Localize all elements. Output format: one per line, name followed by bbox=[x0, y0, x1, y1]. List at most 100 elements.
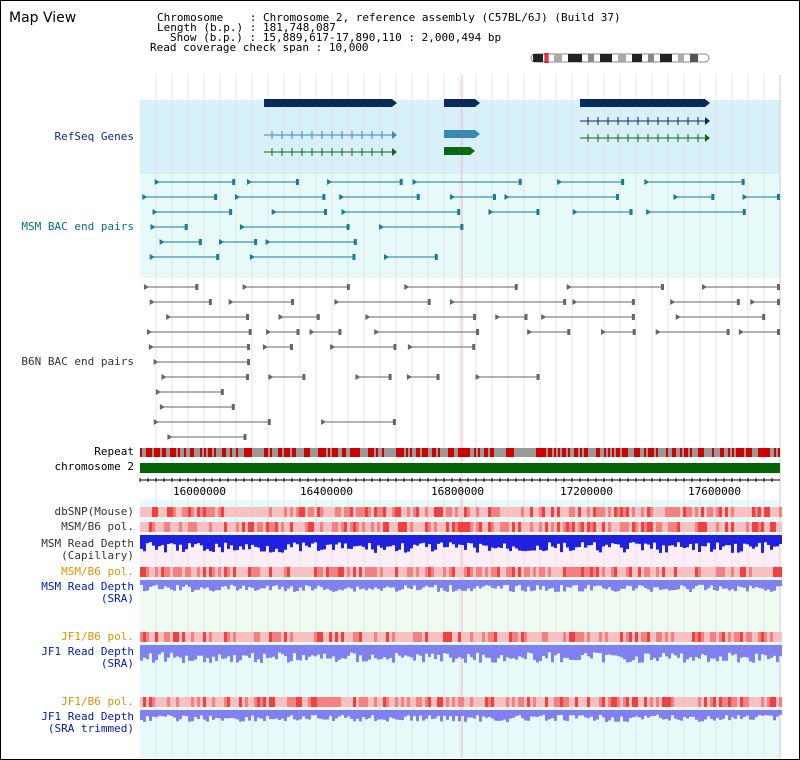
polymorphism-bin bbox=[476, 522, 479, 532]
polymorphism-bin bbox=[320, 632, 323, 642]
read-depth-bar bbox=[266, 645, 269, 659]
repeat-segment bbox=[616, 448, 618, 457]
jf1-b6-pol-label[interactable]: JF1/B6 pol. bbox=[61, 630, 134, 643]
msm-b6-pol-2-label[interactable]: MSM/B6 pol. bbox=[61, 565, 134, 578]
read-depth-bar bbox=[764, 710, 767, 716]
repeat-segment bbox=[704, 448, 706, 457]
bac-end bbox=[249, 254, 255, 260]
coverage-value: : 10,000 bbox=[315, 41, 369, 54]
b6n-bac-label[interactable]: B6N BAC end pairs bbox=[21, 355, 134, 368]
read-depth-bar bbox=[455, 535, 458, 548]
jf1-depth-trim-line1: JF1 Read Depth bbox=[41, 710, 134, 723]
refseq-gene bbox=[444, 99, 475, 107]
read-depth-bar bbox=[488, 535, 491, 551]
polymorphism-bin bbox=[497, 567, 500, 577]
read-depth-bar bbox=[527, 535, 530, 551]
read-depth-bar bbox=[416, 645, 419, 655]
msm-read-depth-capillary-label[interactable]: MSM Read Depth (Capillary) bbox=[0, 538, 134, 562]
msm-read-depth-sra-label[interactable]: MSM Read Depth (SRA) bbox=[0, 581, 134, 605]
read-depth-bar bbox=[641, 710, 644, 720]
read-depth-bar bbox=[281, 710, 284, 719]
jf1-read-depth-sra-label[interactable]: JF1 Read Depth (SRA) bbox=[0, 646, 134, 670]
read-depth-bar bbox=[314, 645, 317, 657]
polymorphism-bin bbox=[551, 507, 554, 517]
bac-end bbox=[702, 284, 708, 290]
read-depth-bar bbox=[194, 710, 197, 717]
read-depth-bar bbox=[596, 710, 599, 720]
chromosome-ideogram[interactable] bbox=[530, 53, 710, 63]
read-depth-bar bbox=[542, 535, 545, 552]
polymorphism-bin bbox=[191, 567, 194, 577]
polymorphism-bin bbox=[719, 522, 722, 532]
msm-bac-label[interactable]: MSM BAC end pairs bbox=[21, 220, 134, 233]
polymorphism-bin bbox=[167, 522, 170, 532]
read-depth-bar bbox=[704, 645, 707, 656]
read-depth-bar bbox=[722, 580, 725, 589]
polymorphism-bin bbox=[674, 507, 677, 517]
read-depth-bar bbox=[488, 710, 491, 717]
polymorphism-bin bbox=[152, 507, 155, 517]
bac-end bbox=[198, 239, 202, 245]
msm-b6-pol-label[interactable]: MSM/B6 pol. bbox=[61, 520, 134, 533]
polymorphism-bin bbox=[248, 522, 251, 532]
read-depth-bar bbox=[617, 580, 620, 592]
polymorphism-bin bbox=[686, 507, 689, 517]
polymorphism-bin bbox=[479, 507, 482, 517]
read-depth-bar bbox=[164, 710, 167, 717]
repeat-segment bbox=[254, 448, 256, 457]
jf1-read-depth-trimmed-label[interactable]: JF1 Read Depth (SRA trimmed) bbox=[0, 711, 134, 735]
jf1-b6-pol-2-label[interactable]: JF1/B6 pol. bbox=[61, 695, 134, 708]
polymorphism-bin bbox=[362, 522, 365, 532]
read-depth-bar bbox=[734, 535, 737, 544]
polymorphism-bin bbox=[554, 697, 557, 707]
polymorphism-bin bbox=[602, 522, 605, 532]
read-depth-bar bbox=[590, 580, 593, 591]
polymorphism-bin bbox=[605, 567, 608, 577]
read-depth-bar bbox=[377, 580, 380, 589]
polymorphism-bin bbox=[344, 567, 347, 577]
polymorphism-bin bbox=[401, 507, 404, 517]
polymorphism-bin bbox=[527, 507, 530, 517]
polymorphism-bin bbox=[413, 522, 416, 532]
msm-depth-sra-line2: (SRA) bbox=[100, 592, 134, 605]
polymorphism-bin bbox=[485, 632, 488, 642]
read-depth-bar bbox=[755, 580, 758, 587]
polymorphism-bin bbox=[719, 567, 722, 577]
read-depth-bar bbox=[575, 535, 578, 548]
read-depth-bar bbox=[674, 580, 677, 590]
read-depth-bar bbox=[494, 710, 497, 721]
polymorphism-bin bbox=[422, 522, 425, 532]
read-depth-bar bbox=[503, 535, 506, 544]
polymorphism-bin bbox=[167, 697, 170, 707]
polymorphism-bin bbox=[584, 697, 587, 707]
polymorphism-bin bbox=[311, 507, 314, 517]
polymorphism-bin bbox=[320, 567, 323, 577]
repeat-segment bbox=[522, 448, 524, 457]
read-depth-bar bbox=[539, 710, 542, 716]
dbsnp-label[interactable]: dbSNP(Mouse) bbox=[54, 505, 134, 518]
bac-end bbox=[155, 389, 161, 395]
read-depth-bar bbox=[356, 535, 359, 546]
polymorphism-bin bbox=[143, 632, 146, 642]
polymorphism-bin bbox=[524, 522, 527, 532]
polymorphism-bin bbox=[380, 697, 383, 707]
repeat-segment bbox=[612, 448, 614, 457]
read-depth-bar bbox=[341, 580, 344, 591]
polymorphism-bin bbox=[368, 507, 371, 517]
repeat-segment bbox=[462, 448, 464, 457]
polymorphism-bin bbox=[554, 567, 557, 577]
bac-end bbox=[239, 224, 245, 230]
read-depth-bar bbox=[317, 645, 320, 655]
read-depth-bar bbox=[248, 535, 251, 550]
polymorphism-bin bbox=[146, 697, 149, 707]
polymorphism-bin bbox=[722, 522, 725, 532]
read-depth-bar bbox=[488, 645, 491, 658]
refseq-genes-label[interactable]: RefSeq Genes bbox=[54, 130, 134, 143]
read-depth-bar bbox=[707, 645, 710, 663]
repeat-segment bbox=[648, 448, 650, 457]
polymorphism-bin bbox=[527, 522, 530, 532]
repeat-segment bbox=[688, 448, 690, 457]
polymorphism-bin bbox=[395, 522, 398, 532]
repeat-segment bbox=[700, 448, 702, 457]
